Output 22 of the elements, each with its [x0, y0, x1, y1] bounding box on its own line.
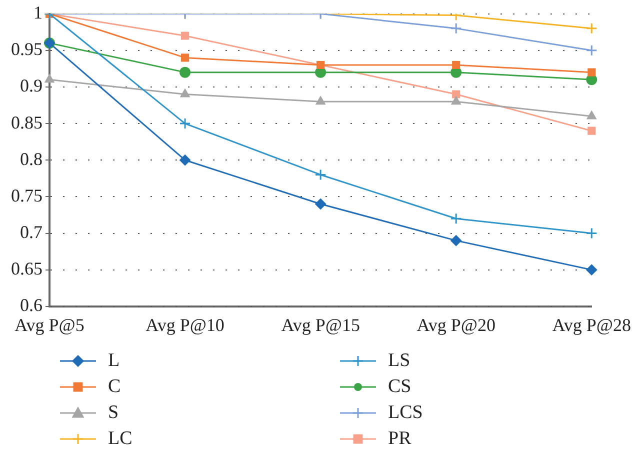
x-tick-label: Avg P@15 [281, 314, 360, 335]
y-tick-label: 0.6 [20, 295, 42, 316]
legend-label: LCS [388, 402, 423, 424]
y-tick-label: 0.9 [20, 76, 42, 96]
legend-label: LC [108, 428, 132, 450]
y-tick-label: 0.7 [20, 222, 42, 242]
y-tick-label: 0.95 [11, 39, 42, 60]
legend-label: S [108, 402, 119, 424]
legend-label: CS [388, 376, 412, 398]
legend-label: C [108, 376, 121, 398]
y-tick-label: 0.85 [11, 112, 42, 132]
y-tick-label: 0.8 [20, 148, 42, 169]
y-tick-label: 0.65 [11, 258, 42, 279]
legend-label: L [108, 350, 120, 372]
x-tick-label: Avg P@10 [146, 314, 224, 335]
x-tick-label: Avg P@5 [14, 314, 84, 335]
legend-label: LS [388, 350, 410, 372]
y-tick-label: 0.75 [11, 185, 42, 206]
x-tick-label: Avg P@28 [552, 314, 631, 335]
legend-label: PR [388, 428, 412, 450]
x-tick-label: Avg P@20 [416, 314, 496, 335]
y-tick-label: 1 [34, 2, 42, 23]
